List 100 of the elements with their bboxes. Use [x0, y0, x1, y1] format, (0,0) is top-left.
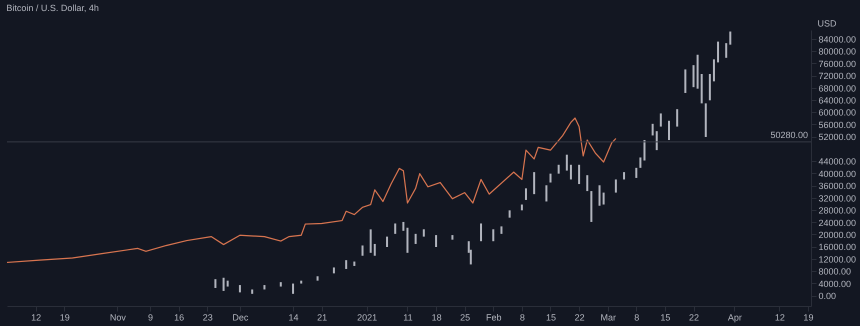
- x-tick-label: 2021: [357, 312, 378, 322]
- x-tick-label: 16: [174, 312, 184, 322]
- y-tick-label: 28000.00: [818, 206, 856, 216]
- bar: [332, 267, 335, 274]
- y-tick-label: 80000.00: [818, 46, 856, 57]
- y-tick-label: 84000.00: [818, 34, 856, 44]
- bar: [545, 185, 548, 202]
- bar: [316, 276, 319, 281]
- x-tick-label: 9: [148, 312, 154, 322]
- y-tick-label: 20000.00: [818, 230, 856, 240]
- y-tick-label: 8000.00: [818, 266, 852, 277]
- bar: [590, 191, 592, 222]
- bar: [386, 236, 388, 248]
- y-tick-label: 68000.00: [818, 83, 856, 94]
- bar: [700, 74, 703, 104]
- y-tick-label: 64000.00: [818, 95, 856, 106]
- bar: [660, 113, 662, 127]
- bar: [643, 140, 646, 161]
- bar: [402, 222, 404, 231]
- bar: [214, 279, 216, 288]
- y-tick-label: 4000.00: [818, 278, 852, 289]
- x-tick-label: 14: [288, 312, 299, 322]
- bar: [684, 69, 686, 93]
- bar: [362, 245, 364, 256]
- x-tick-label: 25: [460, 312, 470, 322]
- bar: [370, 229, 372, 253]
- y-tick-label: 32000.00: [818, 193, 856, 204]
- y-tick-label: 0.00: [818, 291, 836, 302]
- x-tick-label: Apr: [728, 312, 742, 322]
- y-tick-label: 16000.00: [818, 242, 856, 252]
- bar: [708, 74, 711, 100]
- bar: [374, 244, 376, 256]
- x-tick-label: 11: [403, 312, 413, 322]
- bar: [696, 54, 699, 89]
- bar: [602, 192, 605, 205]
- bar: [300, 280, 302, 284]
- y-tick-label: 76000.00: [818, 58, 856, 69]
- line-series: [6, 117, 616, 264]
- y-tick-label: 60000.00: [818, 108, 856, 118]
- bar: [222, 278, 225, 291]
- bar: [263, 285, 266, 290]
- chart-title: Bitcoin / U.S. Dollar, 4h: [6, 3, 99, 13]
- y-tick-label: 44000.00: [818, 156, 856, 167]
- bar: [578, 164, 580, 184]
- x-tick-label: 18: [432, 312, 442, 322]
- bar: [668, 120, 670, 140]
- x-tick-label: Mar: [600, 312, 616, 322]
- x-tick-label: 21: [317, 312, 328, 322]
- x-tick-label: 15: [660, 312, 670, 322]
- bar: [566, 154, 568, 171]
- bar: [558, 164, 560, 174]
- bar: [623, 172, 626, 180]
- bar: [635, 168, 638, 178]
- x-tick-label: 22: [574, 312, 585, 322]
- y-tick-label: 52000.00: [818, 132, 856, 142]
- bar: [292, 284, 294, 294]
- x-tick-label: Nov: [110, 312, 126, 322]
- bar: [692, 65, 695, 88]
- bar: [549, 174, 552, 183]
- x-tick-label: Feb: [486, 312, 502, 322]
- bar: [280, 282, 282, 287]
- bar: [422, 229, 425, 237]
- x-tick-label: 12: [31, 312, 42, 322]
- bar: [524, 188, 527, 200]
- bar: [717, 42, 720, 62]
- bar: [508, 210, 511, 218]
- y-axis-title: USD: [818, 18, 837, 28]
- x-tick-label: 12: [774, 312, 785, 322]
- bar: [435, 235, 438, 248]
- bar: [614, 179, 617, 193]
- bar: [414, 234, 417, 244]
- bar: [725, 43, 728, 58]
- bar: [480, 223, 482, 242]
- bar: [639, 157, 642, 168]
- x-tick-label: 19: [803, 312, 814, 322]
- bar: [520, 204, 523, 210]
- y-tick-label: 56000.00: [818, 120, 856, 130]
- bar: [712, 59, 715, 82]
- bar: [251, 289, 254, 294]
- y-tick-label: 40000.00: [818, 168, 856, 179]
- bar: [406, 228, 408, 253]
- bar: [492, 229, 494, 242]
- bar: [586, 175, 588, 192]
- bar: [570, 164, 572, 180]
- x-tick-label: Dec: [232, 312, 249, 322]
- x-tick-label: 23: [202, 312, 213, 322]
- bar: [394, 223, 396, 234]
- x-tick-label: 15: [546, 312, 556, 322]
- ref-line-label: 50280.00: [770, 130, 808, 140]
- y-tick-label: 72000.00: [818, 71, 856, 82]
- y-tick-label: 12000.00: [818, 254, 856, 264]
- bar: [656, 131, 658, 150]
- y-tick-label: 36000.00: [818, 181, 856, 192]
- x-tick-label: 8: [634, 312, 640, 322]
- bar: [598, 185, 601, 206]
- bar: [345, 260, 348, 269]
- bar: [238, 285, 241, 292]
- bar: [451, 235, 454, 240]
- x-tick-label: 8: [520, 312, 525, 322]
- bar: [533, 172, 536, 194]
